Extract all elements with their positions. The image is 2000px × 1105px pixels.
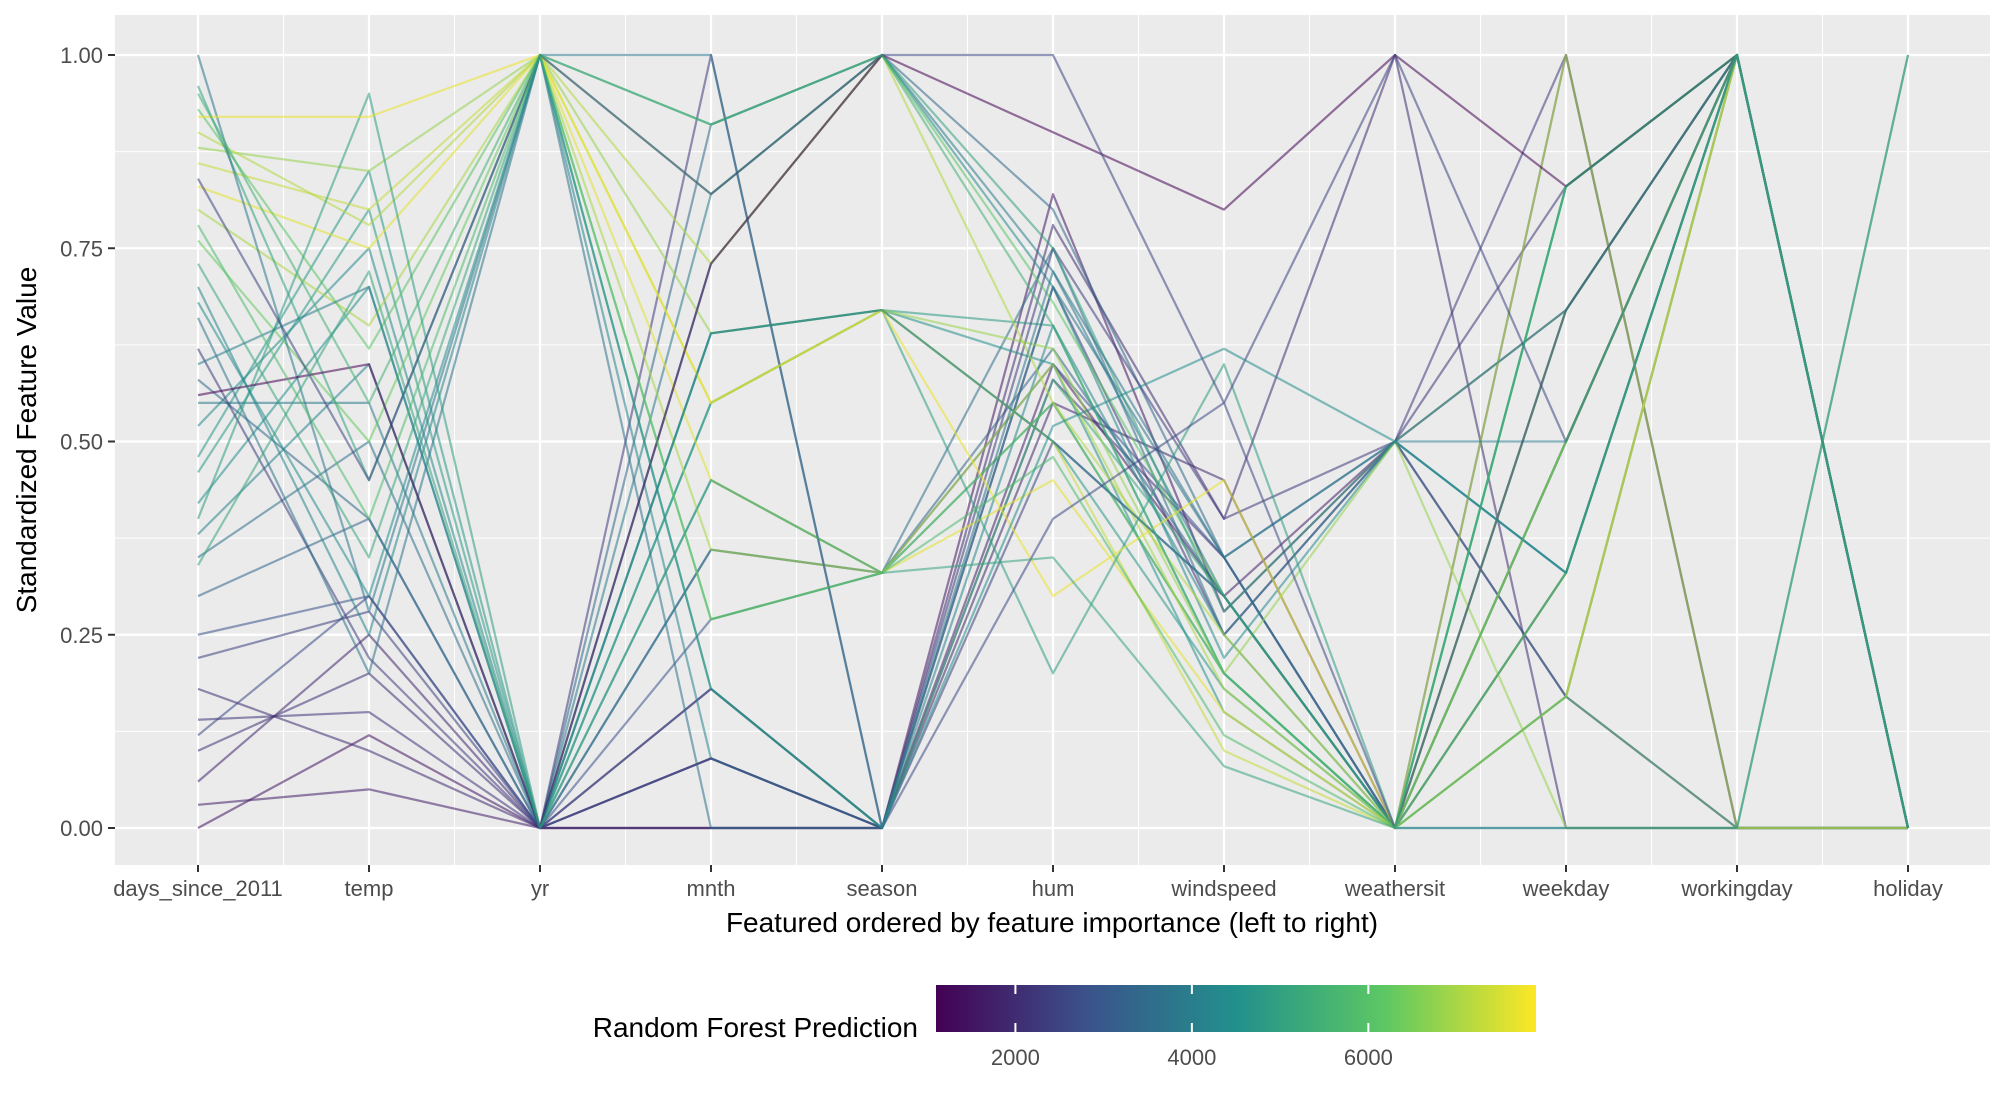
y-tick-label: 0.75: [60, 236, 103, 261]
x-tick-label: workingday: [1680, 876, 1792, 901]
x-axis-title: Featured ordered by feature importance (…: [726, 907, 1378, 938]
x-tick-label: holiday: [1873, 876, 1943, 901]
x-tick-label: temp: [345, 876, 394, 901]
x-tick-label: windspeed: [1170, 876, 1276, 901]
series-lines: [196, 53, 1910, 830]
series-line: [198, 53, 1910, 830]
y-axis-title: Standardized Feature Value: [11, 267, 42, 614]
legend-tick-label: 6000: [1344, 1045, 1393, 1070]
x-tick-label: yr: [531, 876, 549, 901]
y-axis-ticks: 0.00 0.25 0.50 0.75 1.00: [60, 43, 115, 841]
color-legend: Random Forest Prediction 2000 4000 6000: [593, 985, 1536, 1070]
legend-title: Random Forest Prediction: [593, 1012, 918, 1043]
legend-tick-label: 2000: [991, 1045, 1040, 1070]
x-tick-label: weekday: [1522, 876, 1610, 901]
series-line: [197, 53, 1910, 830]
x-tick-label: season: [847, 876, 918, 901]
x-tick-label: mnth: [687, 876, 736, 901]
y-tick-label: 0.00: [60, 816, 103, 841]
x-tick-label: hum: [1032, 876, 1075, 901]
series-line: [197, 53, 1910, 830]
y-tick-label: 0.25: [60, 623, 103, 648]
x-axis-ticks: days_since_2011 temp yr mnth season hum windsp…: [113, 865, 1943, 901]
series-line: [197, 53, 1910, 830]
x-tick-label: weathersit: [1344, 876, 1445, 901]
series-line: [197, 53, 1910, 830]
legend-colorbar: [936, 985, 1536, 1032]
series-line: [197, 53, 1910, 830]
legend-ticks: 2000 4000 6000: [991, 985, 1393, 1070]
y-tick-label: 1.00: [60, 43, 103, 68]
series-line: [197, 54, 1910, 830]
x-tick-label: days_since_2011: [113, 876, 283, 901]
y-tick-label: 0.50: [60, 430, 103, 455]
legend-tick-label: 4000: [1167, 1045, 1216, 1070]
